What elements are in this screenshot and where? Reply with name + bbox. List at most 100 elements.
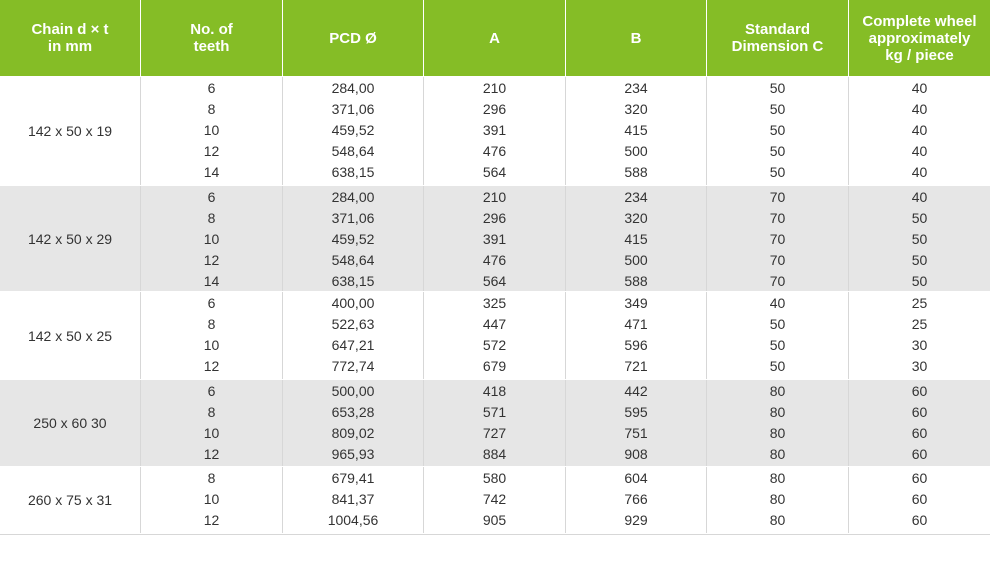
a-value: 476 [482, 252, 507, 268]
pcd-cell: 400,00 522,63 647,21 772,74 [283, 292, 424, 379]
b-value: 929 [624, 512, 648, 528]
a-value: 742 [482, 491, 507, 507]
b-value: 721 [624, 358, 648, 374]
pcd-cell: 284,00 371,06 459,52 548,64 638,15 [283, 186, 424, 291]
dimension-c-value: 70 [769, 252, 786, 268]
a-value: 580 [482, 470, 507, 486]
weight-value: 50 [911, 210, 928, 226]
dimension-c-value: 50 [769, 143, 786, 159]
b-value: 500 [624, 143, 648, 159]
a-cell: 325 447 572 679 [424, 292, 566, 379]
pcd-value: 284,00 [331, 189, 375, 205]
kg-cell: 40 50 50 50 50 [849, 186, 990, 291]
pcd-value: 500,00 [331, 383, 375, 399]
kg-cell: 60 60 60 [849, 467, 990, 533]
teeth-value: 8 [207, 210, 216, 226]
chain-cell: 142 x 50 x 19 [0, 77, 141, 185]
a-value: 296 [482, 101, 507, 117]
teeth-value: 6 [207, 383, 216, 399]
weight-value: 50 [911, 231, 928, 247]
b-value: 349 [624, 295, 648, 311]
teeth-value: 8 [207, 470, 216, 486]
pcd-value: 638,15 [331, 273, 375, 289]
teeth-value: 6 [207, 80, 216, 96]
chain-size-label: 142 x 50 x 29 [27, 230, 113, 247]
weight-value: 25 [911, 295, 928, 311]
teeth-value: 10 [203, 491, 220, 507]
pcd-value: 1004,56 [327, 512, 379, 528]
dimension-c-value: 50 [769, 101, 786, 117]
a-value: 418 [482, 383, 507, 399]
a-value: 210 [482, 80, 507, 96]
dimension-c-value: 80 [769, 383, 786, 399]
dimension-c-value: 50 [769, 358, 786, 374]
pcd-value: 459,52 [331, 231, 375, 247]
pcd-value: 809,02 [331, 425, 375, 441]
teeth-value: 8 [207, 404, 216, 420]
b-value: 596 [624, 337, 648, 353]
column-header-b: B [566, 0, 707, 76]
a-cell: 418 571 727 884 [424, 380, 566, 466]
pcd-value: 284,00 [331, 80, 375, 96]
c-cell: 80 80 80 80 [707, 380, 849, 466]
table-bottom-rule [0, 534, 990, 535]
column-header-dimension-c: Standard Dimension C [707, 0, 849, 76]
teeth-value: 8 [207, 101, 216, 117]
pcd-value: 638,15 [331, 164, 375, 180]
teeth-value: 12 [203, 446, 220, 462]
weight-value: 50 [911, 273, 928, 289]
pcd-value: 548,64 [331, 252, 375, 268]
kg-cell: 40 40 40 40 40 [849, 77, 990, 185]
a-value: 476 [482, 143, 507, 159]
b-value: 442 [624, 383, 648, 399]
a-cell: 210 296 391 476 564 [424, 186, 566, 291]
column-header-weight: Complete wheel approximately kg / piece [849, 0, 990, 76]
dimension-c-value: 70 [769, 189, 786, 205]
teeth-value: 10 [203, 425, 220, 441]
teeth-value: 10 [203, 337, 220, 353]
b-value: 588 [624, 164, 648, 180]
teeth-value: 6 [207, 295, 216, 311]
pcd-cell: 679,41 841,37 1004,56 [283, 467, 424, 533]
dimension-c-value: 70 [769, 231, 786, 247]
pcd-value: 371,06 [331, 210, 375, 226]
dimension-c-value: 80 [769, 404, 786, 420]
a-value: 564 [482, 164, 507, 180]
pcd-value: 371,06 [331, 101, 375, 117]
a-cell: 580 742 905 [424, 467, 566, 533]
b-cell: 234 320 415 500 588 [566, 77, 707, 185]
pcd-value: 647,21 [331, 337, 375, 353]
a-value: 391 [482, 122, 507, 138]
column-header-chain: Chain d × t in mm [0, 0, 141, 76]
a-value: 679 [482, 358, 507, 374]
table-row-group: 142 x 50 x 25 6 8 10 12 400,00 522,63 647,21 772… [0, 292, 990, 380]
weight-value: 25 [911, 316, 928, 332]
dimension-c-value: 50 [769, 122, 786, 138]
pcd-value: 772,74 [331, 358, 375, 374]
b-value: 415 [624, 122, 648, 138]
dimension-c-value: 50 [769, 316, 786, 332]
a-value: 564 [482, 273, 507, 289]
b-value: 604 [624, 470, 648, 486]
teeth-value: 6 [207, 189, 216, 205]
dimension-c-value: 80 [769, 470, 786, 486]
teeth-value: 12 [203, 252, 220, 268]
column-header-pcd: PCD Ø [283, 0, 424, 76]
b-value: 751 [624, 425, 648, 441]
pcd-value: 400,00 [331, 295, 375, 311]
weight-value: 40 [911, 101, 928, 117]
weight-value: 40 [911, 80, 928, 96]
teeth-cell: 6 8 10 12 14 [141, 77, 283, 185]
column-header-a: A [424, 0, 566, 76]
b-cell: 234 320 415 500 588 [566, 186, 707, 291]
b-value: 595 [624, 404, 648, 420]
dimension-c-value: 80 [769, 425, 786, 441]
table-row-group: 260 x 75 x 31 8 10 12 679,41 841,37 1004,56 580… [0, 467, 990, 534]
b-cell: 349 471 596 721 [566, 292, 707, 379]
table-row-group: 142 x 50 x 29 6 8 10 12 14 284,00 371,06 459,52 5… [0, 186, 990, 292]
chain-size-label: 250 x 60 30 [33, 415, 107, 431]
chain-size-label: 142 x 50 x 19 [27, 123, 113, 139]
table-row-group: 250 x 60 30 6 8 10 12 500,00 653,28 809,02 965,9… [0, 380, 990, 467]
dimension-c-value: 70 [769, 210, 786, 226]
